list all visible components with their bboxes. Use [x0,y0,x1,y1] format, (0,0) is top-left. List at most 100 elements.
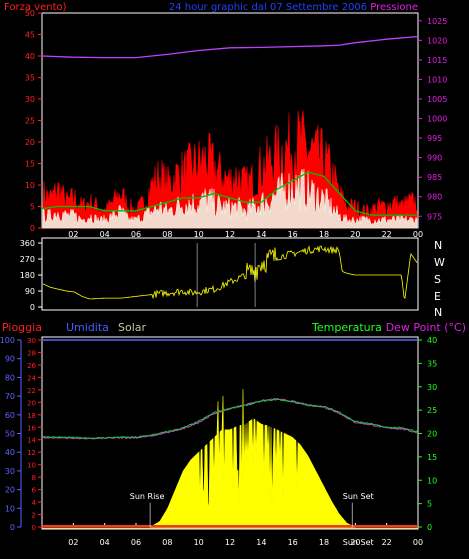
pressure-y-tick-label: 1000 [427,115,447,124]
climate-x-tick-label: 22 [382,538,392,547]
pressure-y-tick-label: 990 [427,154,442,163]
climate-x-tick-label: 02 [68,538,78,547]
humidity-y-tick-label: 80 [5,373,15,382]
pressure-axis-title: Pressione [370,2,418,13]
rain-y-tick-label: 4 [32,499,37,507]
wind-y-tick-label: 5 [30,203,35,212]
compass-label-n-top: N [434,239,442,252]
direction-y-tick-label: 360 [20,239,35,248]
rain-y-tick-label: 0 [32,524,36,532]
rain-y-tick-label: 14 [27,437,36,445]
temperature-y-tick-label: 35 [427,359,437,368]
wind-axis-title: Forza vento) [4,2,67,13]
rain-y-tick-label: 18 [27,412,36,420]
humidity-y-tick-label: 30 [5,467,15,476]
pressure-y-tick-label: 1015 [427,56,447,65]
wind-y-tick-label: 35 [25,74,35,83]
climate-x-tick-label: 06 [131,538,141,547]
compass-label-n-bottom: N [434,306,442,319]
compass-label-s: S [434,273,441,286]
wind-trend-series [41,171,418,216]
climate-x-tick-label: 00 [413,538,423,547]
temperature-y-tick-label: 40 [427,336,437,345]
wind-x-tick-label: 04 [100,230,110,239]
wind-y-tick-label: 0 [30,224,35,233]
humidity-y-tick-label: 70 [5,392,15,401]
rain-y-tick-label: 20 [27,399,36,407]
direction-panel-frame [41,237,419,311]
rain-y-tick-label: 28 [27,349,36,357]
climate-x-tick-label: 12 [225,538,235,547]
wind-y-tick-label: 50 [25,9,35,18]
pressure-y-tick-label: 1005 [427,95,447,104]
chart-marks: 0510152025303540455097598098599099510001… [0,9,447,547]
direction-y-tick-label: 0 [30,303,35,312]
wind-y-tick-label: 45 [25,31,35,40]
temperature-y-tick-label: 20 [427,430,437,439]
climate-x-tick-label: 20 [350,538,360,547]
temperature-y-tick-label: 5 [427,500,432,509]
humidity-y-tick-label: 0 [10,523,15,532]
pressure-y-tick-label: 1020 [427,36,447,45]
wind-x-tick-label: 18 [319,230,329,239]
climate-x-tick-label: 16 [288,538,298,547]
humidity-y-tick-label: 60 [5,411,15,420]
temperature-y-tick-label: 0 [427,523,432,532]
wind-x-tick-label: 16 [288,230,298,239]
rain-y-tick-label: 8 [32,474,36,482]
pressure-y-tick-label: 980 [427,193,442,202]
wind-x-tick-label: 00 [413,230,423,239]
wind-x-tick-label: 22 [382,230,392,239]
pressure-y-tick-label: 995 [427,134,442,143]
direction-y-tick-label: 90 [25,287,35,296]
solar-series [150,388,356,528]
wind-x-tick-label: 10 [194,230,204,239]
wind-x-tick-label: 08 [162,230,172,239]
wind-y-tick-label: 25 [25,117,35,126]
temperature-series [42,398,418,440]
rain-y-tick-label: 24 [27,374,36,382]
solar-axis-title: Solar [118,321,147,334]
humidity-y-tick-label: 90 [5,355,15,364]
humidity-y-tick-label: 100 [0,336,15,345]
climate-x-tick-label: 18 [319,538,329,547]
sun-set-axis-label: Sun Set [343,538,374,547]
compass-label-w: W [434,256,445,269]
temperature-y-tick-label: 30 [427,383,437,392]
humidity-y-tick-label: 40 [5,448,15,457]
climate-x-tick-label: 10 [194,538,204,547]
rain-y-tick-label: 2 [32,512,36,520]
pressure-y-tick-label: 985 [427,173,442,182]
wind-y-tick-label: 15 [25,160,35,169]
rain-y-tick-label: 22 [27,387,36,395]
wind-direction-series [42,245,418,300]
chart-title: 24 hour graphic dal 07 Settembre 2006 [169,2,367,13]
humidity-y-tick-label: 10 [5,504,15,513]
sun-rise-label: Sun Rise [130,492,165,501]
compass-label-e: E [434,290,441,303]
temperature-y-tick-label: 25 [427,406,437,415]
pressure-y-tick-label: 975 [427,212,442,221]
wind-y-tick-label: 30 [25,95,35,104]
humidity-y-tick-label: 20 [5,486,15,495]
temperature-y-tick-label: 15 [427,453,437,462]
direction-y-tick-label: 270 [20,255,35,264]
direction-y-tick-label: 180 [20,271,35,280]
wind-y-tick-label: 40 [25,52,35,61]
wind-x-tick-label: 14 [256,230,266,239]
rain-axis-title: Pioggia [2,321,42,334]
wind-y-tick-label: 20 [25,138,35,147]
wind-x-tick-label: 12 [225,230,235,239]
pressure-y-tick-label: 1010 [427,75,447,84]
climate-x-tick-label: 04 [100,538,110,547]
humidity-y-tick-label: 50 [5,430,15,439]
temperature-axis-title: Temperatura [311,321,382,334]
wind-average-series [42,168,418,229]
sun-set-label: Sun Set [343,492,374,501]
humidity-axis-title: Umidita [66,321,109,334]
pressure-y-tick-label: 1025 [427,17,447,26]
rain-y-tick-label: 16 [27,424,36,432]
pressure-series [41,35,419,59]
wind-x-tick-label: 20 [350,230,360,239]
